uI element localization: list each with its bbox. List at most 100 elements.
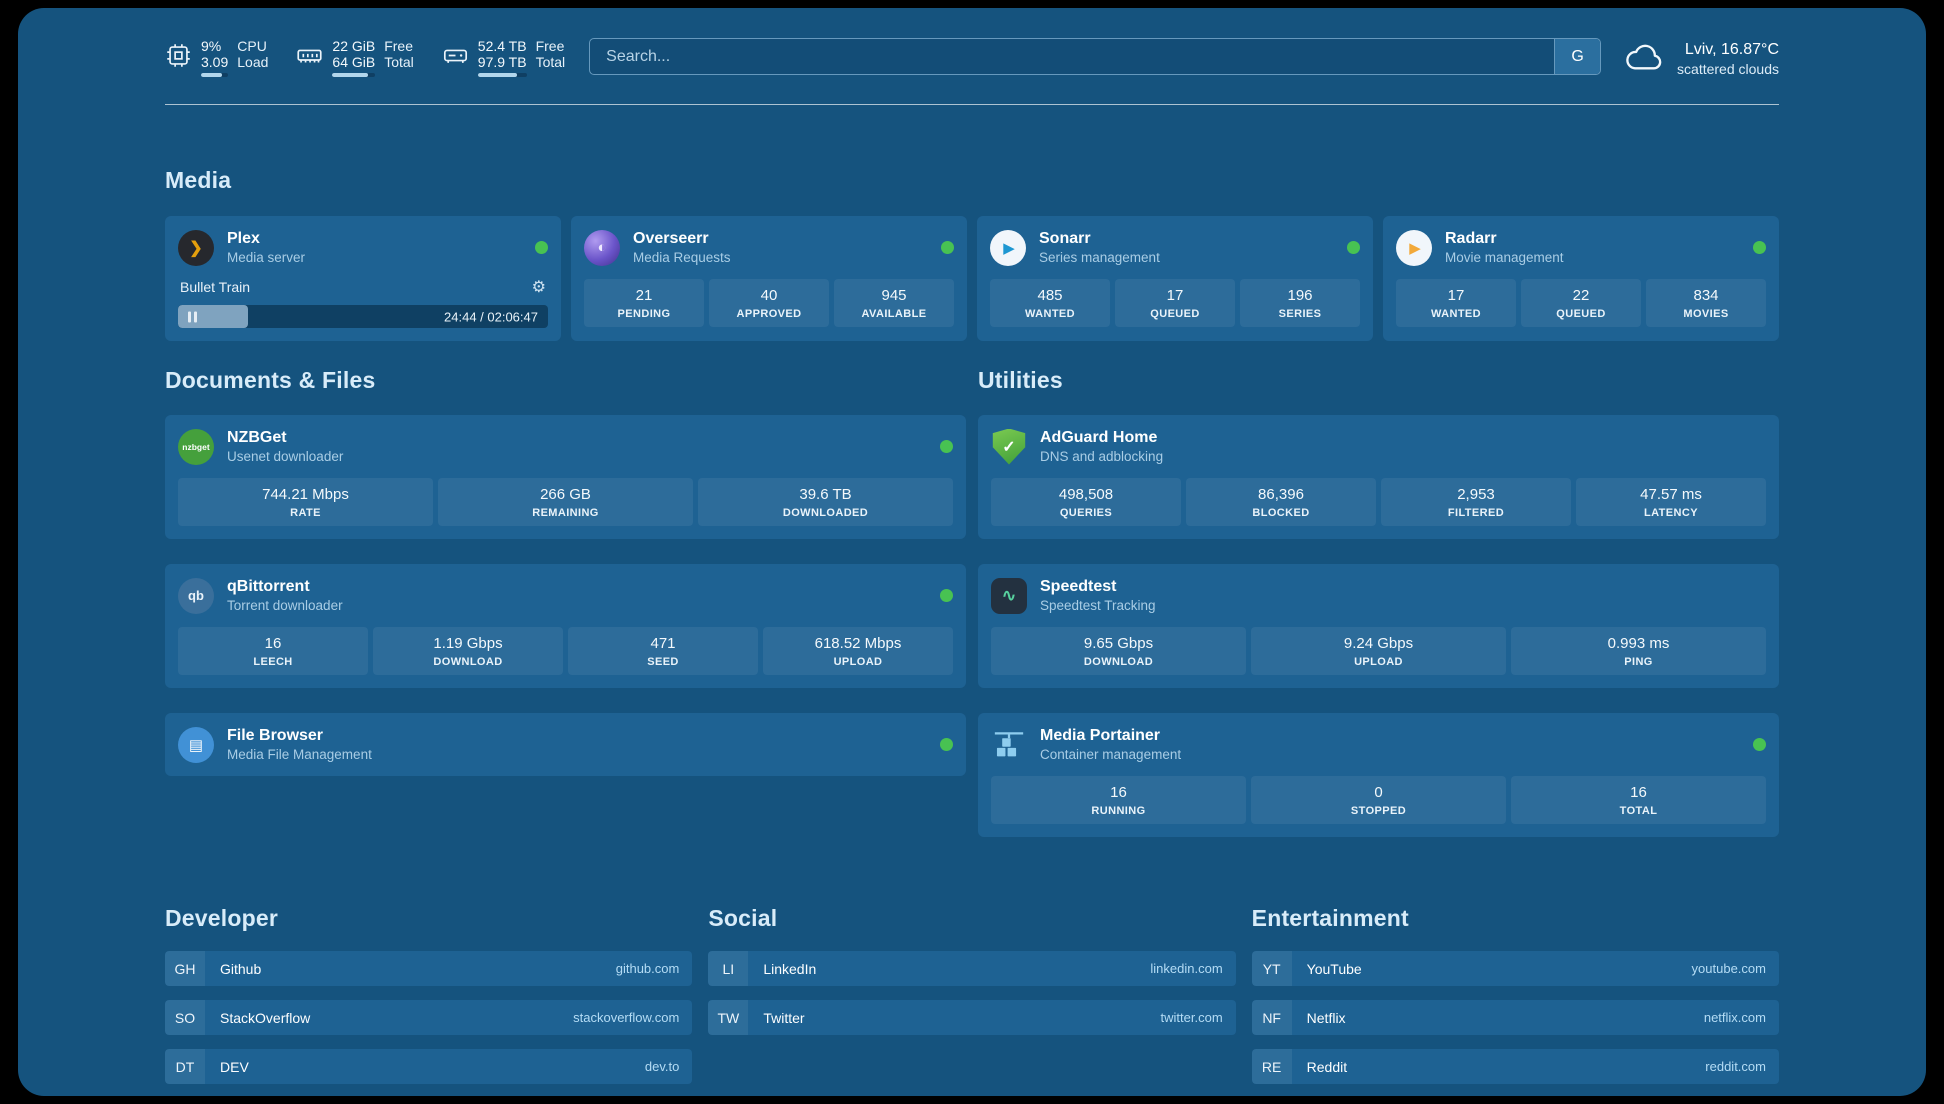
app-card-adguard[interactable]: ✓ AdGuard Home DNS and adblocking 498,50… <box>978 415 1779 539</box>
bookmark-abbr: TW <box>708 1000 749 1035</box>
search-input[interactable] <box>590 39 1555 74</box>
app-card-speedtest[interactable]: ∿ Speedtest Speedtest Tracking 9.65 Gbps… <box>978 564 1779 688</box>
bookmark-netflix[interactable]: NF Netflix netflix.com <box>1251 1000 1779 1035</box>
status-dot <box>1753 738 1766 751</box>
search-engine-button[interactable]: G <box>1554 39 1601 74</box>
bookmark-reddit[interactable]: RE Reddit reddit.com <box>1251 1049 1779 1084</box>
nzbget-icon: nzbget <box>178 428 214 465</box>
bookmark-abbr: LI <box>708 951 749 986</box>
section-title-entertainment: Entertainment <box>1251 905 1409 931</box>
ram-icon <box>296 42 323 69</box>
media-section: Media ❯ Plex Media server Bullet Tr <box>165 167 1779 341</box>
stat-pending: 21 PENDING <box>584 279 704 327</box>
app-subtitle-radarr: Movie management <box>1445 250 1564 265</box>
bookmark-abbr: GH <box>165 951 205 986</box>
ram-total-value: 64 GiB <box>332 54 376 70</box>
search-bar: G <box>589 38 1602 75</box>
stat-remaining: 266 GB REMAINING <box>438 478 693 526</box>
bookmarks-entertainment: Entertainment YT YouTube youtube.com NF … <box>1251 905 1779 1084</box>
app-subtitle-speedtest: Speedtest Tracking <box>1040 598 1156 613</box>
app-name-qbittorrent: qBittorrent <box>227 578 310 595</box>
bookmark-linkedin[interactable]: LI LinkedIn linkedin.com <box>708 951 1236 986</box>
app-card-qbittorrent[interactable]: qb qBittorrent Torrent downloader 16 LEE… <box>165 564 966 688</box>
cpu-label: CPU <box>237 38 267 54</box>
app-name-speedtest: Speedtest <box>1040 578 1117 595</box>
qbittorrent-icon: qb <box>178 577 214 614</box>
radarr-icon: ▶ <box>1396 229 1432 266</box>
weather-location: Lviv, 16.87°C <box>1684 41 1779 58</box>
app-subtitle-filebrowser: Media File Management <box>227 747 372 762</box>
disk-total-label: Total <box>535 54 566 70</box>
stat-download: 9.65 Gbps DOWNLOAD <box>991 627 1246 675</box>
bookmarks-developer: Developer GH Github github.com SO StackO… <box>165 905 693 1084</box>
bookmark-abbr: DT <box>165 1049 205 1084</box>
stat-downloaded: 39.6 TB DOWNLOADED <box>698 478 953 526</box>
playback-time: 24:44 / 02:06:47 <box>444 309 538 324</box>
stat-queued: 17 QUEUED <box>1115 279 1235 327</box>
ram-free-value: 22 GiB <box>332 38 376 54</box>
app-name-portainer: Media Portainer <box>1040 727 1161 744</box>
stat-ping: 0.993 ms PING <box>1511 627 1766 675</box>
utilities-section: Utilities ✓ AdGuard Home DNS and adblock… <box>978 367 1779 837</box>
bookmark-url: linkedin.com <box>1150 961 1223 976</box>
app-card-portainer[interactable]: Media Portainer Container management 16 … <box>978 713 1779 837</box>
section-title-utilities: Utilities <box>978 367 1063 393</box>
bookmark-url: twitter.com <box>1160 1010 1223 1025</box>
app-card-nzbget[interactable]: nzbget NZBGet Usenet downloader 744.21 M… <box>165 415 966 539</box>
app-name-filebrowser: File Browser <box>227 727 324 744</box>
cpu-usage-value: 9% <box>201 38 222 54</box>
bookmark-youtube[interactable]: YT YouTube youtube.com <box>1251 951 1779 986</box>
bookmark-url: youtube.com <box>1691 961 1766 976</box>
app-subtitle-adguard: DNS and adblocking <box>1040 449 1164 464</box>
stat-upload: 9.24 Gbps UPLOAD <box>1251 627 1506 675</box>
bookmark-github[interactable]: GH Github github.com <box>165 951 693 986</box>
sonarr-icon: ▶ <box>990 229 1026 266</box>
cpu-widget: 9% 3.09 CPU Load <box>165 38 268 77</box>
stat-blocked: 86,396 BLOCKED <box>1186 478 1376 526</box>
ram-total-label: Total <box>384 54 414 70</box>
bookmark-name: DEV <box>220 1058 249 1075</box>
pause-icon[interactable] <box>186 311 198 322</box>
app-card-sonarr[interactable]: ▶ Sonarr Series management 485 WANTED <box>977 216 1373 341</box>
status-dot <box>940 738 953 751</box>
app-card-radarr[interactable]: ▶ Radarr Movie management 17 WANTED <box>1383 216 1779 341</box>
top-bar: 9% 3.09 CPU Load <box>165 38 1779 78</box>
bookmark-name: LinkedIn <box>763 960 817 977</box>
bookmark-dev[interactable]: DT DEV dev.to <box>165 1049 693 1084</box>
status-dot <box>535 241 548 254</box>
status-dot <box>940 440 953 453</box>
app-name-adguard: AdGuard Home <box>1040 429 1158 446</box>
bookmark-url: dev.to <box>644 1059 680 1074</box>
header-divider <box>165 104 1779 105</box>
stat-series: 196 SERIES <box>1240 279 1360 327</box>
dashboard: 9% 3.09 CPU Load <box>18 8 1926 1096</box>
app-card-plex[interactable]: ❯ Plex Media server Bullet Train ⚙ <box>165 216 561 341</box>
bookmark-twitter[interactable]: TW Twitter twitter.com <box>708 1000 1236 1035</box>
app-subtitle-overseerr: Media Requests <box>633 250 731 265</box>
app-subtitle-plex: Media server <box>227 250 306 265</box>
stat-queries: 498,508 QUERIES <box>991 478 1181 526</box>
bookmark-name: Netflix <box>1306 1009 1346 1026</box>
speedtest-icon: ∿ <box>991 577 1027 614</box>
gear-icon[interactable]: ⚙ <box>531 279 546 296</box>
portainer-icon <box>991 727 1027 763</box>
bookmark-stackoverflow[interactable]: SO StackOverflow stackoverflow.com <box>165 1000 693 1035</box>
app-name-radarr: Radarr <box>1445 230 1497 247</box>
app-subtitle-portainer: Container management <box>1040 747 1182 762</box>
disk-icon <box>442 42 469 69</box>
bookmark-name: Github <box>220 960 262 977</box>
bookmark-name: StackOverflow <box>220 1009 311 1026</box>
stat-wanted: 17 WANTED <box>1396 279 1516 327</box>
documents-section: Documents & Files nzbget NZBGet Usenet d… <box>165 367 966 837</box>
app-card-filebrowser[interactable]: ▤ File Browser Media File Management <box>165 713 966 776</box>
disk-free-value: 52.4 TB <box>477 38 527 54</box>
disk-widget: 52.4 TB 97.9 TB Free Total <box>442 38 565 77</box>
cloud-icon <box>1625 42 1665 77</box>
status-dot <box>1347 241 1360 254</box>
section-title-social: Social <box>708 905 778 931</box>
stat-download: 1.19 Gbps DOWNLOAD <box>373 627 563 675</box>
playback-progress-bar[interactable]: 24:44 / 02:06:47 <box>178 305 548 328</box>
ram-progress-bar <box>332 73 376 77</box>
app-card-overseerr[interactable]: ◐ Overseerr Media Requests 21 PENDING <box>571 216 967 341</box>
stat-rate: 744.21 Mbps RATE <box>178 478 433 526</box>
